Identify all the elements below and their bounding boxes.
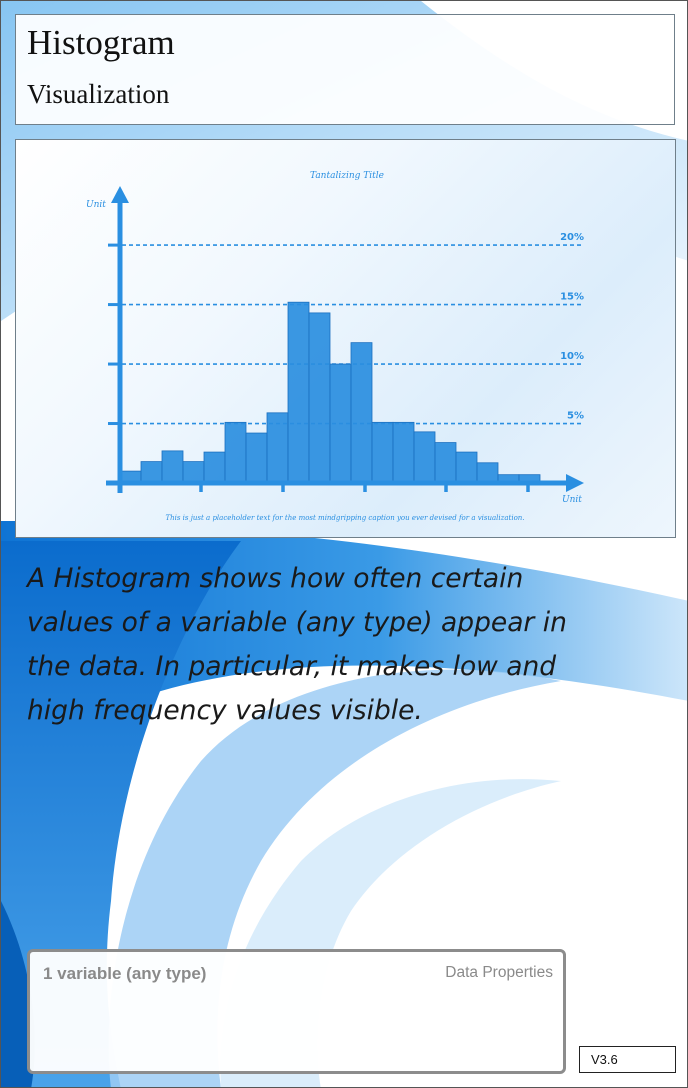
histogram-bar [203,451,226,484]
histogram-bar [371,421,394,484]
histogram-bar [161,450,184,484]
histogram-bar [476,462,499,484]
histogram-bar [413,431,436,484]
chart-preview: Tantalizing Title Unit Unit This is just… [15,139,676,538]
histogram-bar [245,432,268,484]
y-tick-label: 5% [567,411,584,422]
header-box: Histogram Visualization [15,14,675,125]
y-tick-label: 10% [560,351,584,362]
histogram-bar [392,421,415,484]
histogram-bar [455,451,478,484]
card-description: A Histogram shows how often certain valu… [27,563,567,726]
data-properties-label: Data Properties [445,964,553,981]
card-subtitle: Visualization [27,79,170,109]
chart-x-axis-label: Unit [562,495,582,505]
histogram-bar [350,342,373,484]
chart-caption: This is just a placeholder text for the … [165,514,524,522]
y-axis-arrow-icon [111,186,129,203]
histogram-chart: Tantalizing Title Unit Unit This is just… [86,171,584,522]
data-properties-box: 1 variable (any type) Data Properties [27,949,566,1074]
histogram-bar [266,412,289,484]
y-tick-label: 20% [560,232,584,243]
histogram-bar [434,442,457,484]
version-badge: V3.6 [579,1046,676,1073]
histogram-bar [182,461,205,484]
histogram-bar [308,312,331,484]
data-properties-value: 1 variable (any type) [43,964,207,983]
card-title: Histogram [27,23,175,62]
chart-title: Tantalizing Title [310,171,384,181]
histogram-bar [329,363,352,484]
chart-y-axis-label: Unit [86,200,106,210]
histogram-bar [224,421,247,484]
histogram-bar [287,301,310,484]
chart-axes [106,186,584,493]
y-tick-label: 15% [560,292,584,303]
chart-bars [119,301,541,484]
histogram-bar [140,461,163,484]
x-axis-arrow-icon [566,474,584,492]
